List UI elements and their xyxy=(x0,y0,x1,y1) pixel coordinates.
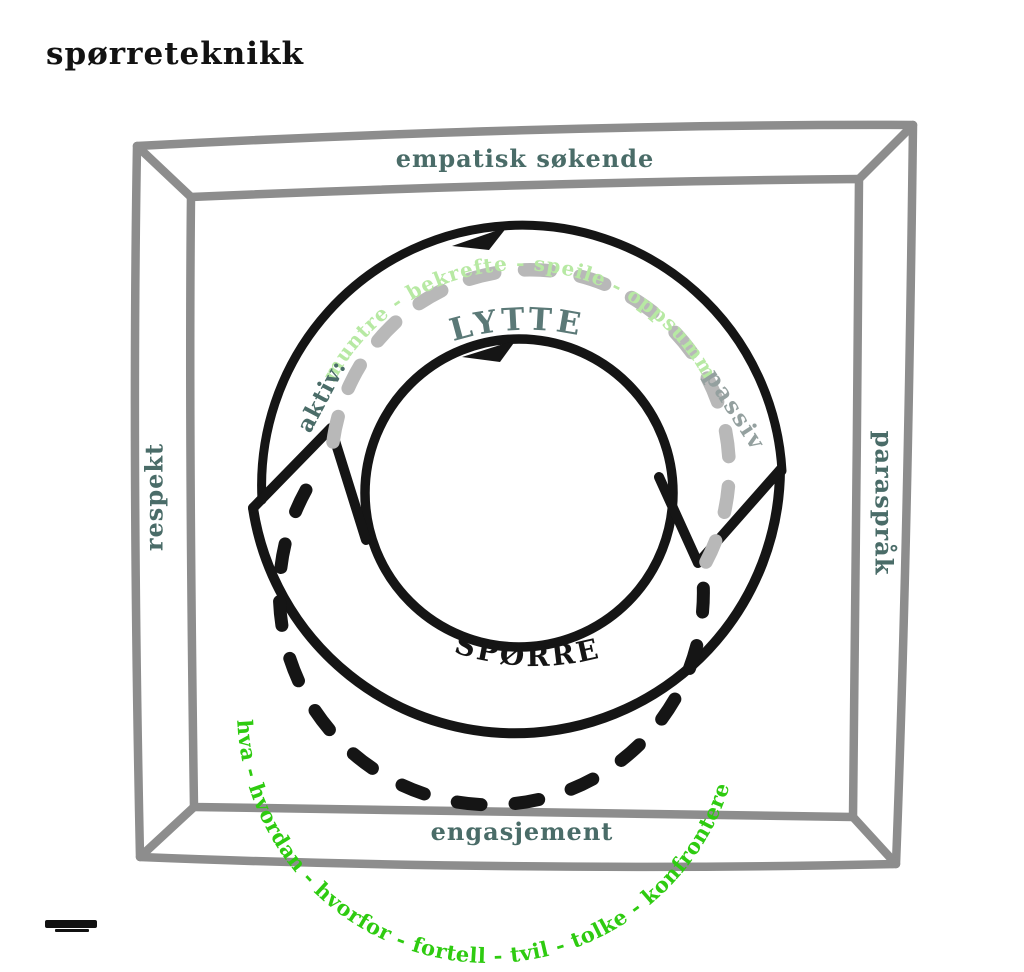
cycle-outer-arc-hook xyxy=(452,227,507,250)
frame-label-bottom: engasjement xyxy=(430,817,614,846)
frame-corner-topright xyxy=(854,120,918,184)
listen-dashed-path xyxy=(326,263,736,569)
cycle-tail-notch xyxy=(654,465,785,568)
logo-mark-icon xyxy=(45,920,99,934)
logo-mark-bar xyxy=(45,920,97,928)
frame-corner-topleft xyxy=(132,141,196,202)
frame-corner-bottomright xyxy=(848,812,901,869)
frame-label-top: empatisk søkende xyxy=(395,144,655,173)
cycle-inner-circle xyxy=(360,334,678,652)
frame-label-left: respekt xyxy=(139,442,169,552)
cycle-group: oppmuntre - bekrefte - speile - oppsumme… xyxy=(0,0,787,968)
cycle-bottom-band-arc xyxy=(248,465,785,739)
ask-dashed-path xyxy=(272,483,710,812)
frame-corner-bottomleft xyxy=(135,802,199,862)
frame-label-right: paraspråk xyxy=(869,430,899,576)
cycle-arrowhead xyxy=(248,423,371,545)
cycle-inner-circle-hook xyxy=(462,340,516,362)
frame-group xyxy=(130,120,918,872)
cycle-outer-top-arc xyxy=(257,220,787,505)
logo-mark-underline xyxy=(55,929,89,932)
page-title: spørreteknikk xyxy=(46,36,304,72)
